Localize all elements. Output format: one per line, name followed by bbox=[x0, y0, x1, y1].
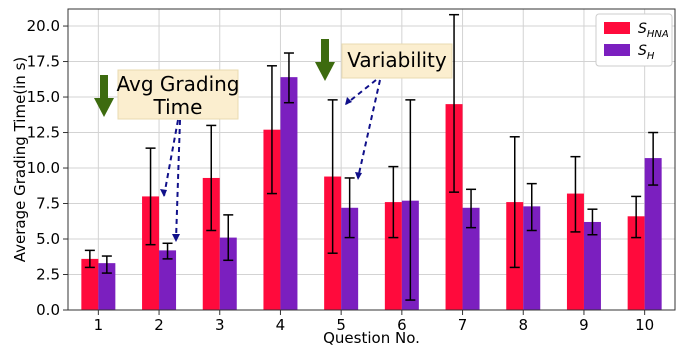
down-arrow-icon bbox=[315, 39, 335, 81]
x-tick-label: 2 bbox=[154, 316, 164, 334]
x-tick-label: 5 bbox=[336, 316, 346, 334]
annotation-line-avg-2 bbox=[175, 119, 181, 241]
annotation-arrowheads bbox=[160, 97, 362, 242]
x-tick-label: 1 bbox=[94, 316, 104, 334]
legend-label-s-h: SH bbox=[638, 43, 655, 62]
legend-label-s-hna: SHNA bbox=[638, 21, 669, 40]
error-bar bbox=[145, 147, 156, 246]
legend-swatch-s-hna bbox=[604, 22, 630, 34]
bar-s-hna bbox=[202, 177, 220, 310]
arrowhead-icon bbox=[345, 97, 352, 105]
y-tick-label: 7.5 bbox=[36, 195, 60, 213]
bar-s-h bbox=[219, 237, 237, 310]
error-bar bbox=[587, 208, 598, 236]
y-tick-label: 17.5 bbox=[27, 53, 60, 71]
x-axis-title: Question No. bbox=[323, 329, 420, 346]
error-bar bbox=[266, 65, 277, 195]
error-bar bbox=[648, 131, 659, 186]
error-bar bbox=[223, 214, 234, 262]
bar-s-h bbox=[523, 206, 541, 310]
annotation-line-var-2 bbox=[357, 79, 381, 179]
y-tick-label: 15.0 bbox=[27, 88, 60, 106]
bar-s-hna bbox=[627, 216, 645, 310]
arrowhead-icon bbox=[160, 189, 167, 197]
bar-s-hna bbox=[142, 196, 160, 310]
error-bars bbox=[84, 13, 659, 301]
y-tick-label: 20.0 bbox=[27, 17, 60, 35]
y-axis-ticks: 0.0 2.5 5.0 7.5 10.0 12.5 15.0 17.5 20.0 bbox=[27, 17, 68, 319]
x-tick-label: 7 bbox=[458, 316, 468, 334]
callout-variability: Variability bbox=[341, 43, 453, 79]
bar-s-h bbox=[159, 250, 177, 310]
callout-text-line2: Time bbox=[153, 95, 203, 119]
x-axis-ticks: 1 2 3 4 5 6 7 8 9 10 bbox=[94, 310, 654, 334]
callout-text: Variability bbox=[347, 48, 447, 72]
error-bar bbox=[570, 155, 581, 233]
legend-box bbox=[595, 13, 673, 67]
callout-box bbox=[341, 43, 453, 79]
arrowhead-icon bbox=[355, 172, 362, 180]
bar-s-hna bbox=[263, 129, 281, 310]
arrowhead-icon bbox=[172, 234, 180, 242]
bar-s-h bbox=[98, 263, 116, 310]
x-tick-label: 10 bbox=[635, 316, 654, 334]
y-tick-label: 0.0 bbox=[36, 301, 60, 319]
x-tick-label: 8 bbox=[518, 316, 528, 334]
bar-s-hna bbox=[566, 193, 584, 310]
bar-s-hna bbox=[445, 104, 463, 311]
error-bar bbox=[162, 242, 173, 260]
x-tick-label: 9 bbox=[579, 316, 589, 334]
plot-frame bbox=[67, 8, 676, 311]
y-tick-label: 10.0 bbox=[27, 159, 60, 177]
error-bar bbox=[509, 136, 520, 269]
error-bar bbox=[388, 165, 399, 239]
error-bar bbox=[283, 52, 294, 104]
bar-s-h bbox=[644, 158, 662, 310]
down-arrow-icon bbox=[94, 75, 114, 117]
bar-s-h bbox=[280, 77, 298, 310]
y-tick-label: 12.5 bbox=[27, 124, 60, 142]
x-tick-label: 4 bbox=[276, 316, 286, 334]
bar-s-h bbox=[341, 207, 359, 310]
error-bar bbox=[327, 99, 338, 254]
legend: SHNA SH bbox=[595, 13, 673, 67]
x-tick-label: 6 bbox=[397, 316, 407, 334]
bar-s-hna bbox=[384, 202, 402, 310]
error-bar bbox=[631, 195, 642, 239]
callout-box bbox=[117, 69, 239, 120]
error-bar bbox=[101, 255, 112, 274]
y-tick-label: 2.5 bbox=[36, 266, 60, 284]
callout-avg-grading-time: Avg Grading Time bbox=[117, 69, 240, 120]
error-bar bbox=[84, 249, 95, 269]
error-bar bbox=[449, 13, 460, 193]
error-bar bbox=[526, 182, 537, 232]
bar-s-hna bbox=[81, 258, 99, 310]
annotation-line-avg-1 bbox=[163, 119, 179, 197]
error-bar bbox=[466, 188, 477, 229]
y-tick-label: 5.0 bbox=[36, 230, 60, 248]
annotation-arrows bbox=[163, 79, 381, 241]
legend-swatch-s-h bbox=[604, 44, 630, 56]
error-bar bbox=[206, 124, 217, 232]
x-tick-label: 3 bbox=[215, 316, 225, 334]
bar-s-h bbox=[583, 221, 601, 310]
bar-s-h bbox=[462, 207, 480, 310]
error-bar bbox=[405, 99, 416, 301]
callout-text-line1: Avg Grading bbox=[117, 72, 240, 96]
bars bbox=[81, 77, 662, 311]
error-bar bbox=[344, 177, 355, 239]
y-axis-title: Average Grading Time(in s) bbox=[11, 57, 29, 263]
annotation-line-var-1 bbox=[345, 79, 377, 105]
